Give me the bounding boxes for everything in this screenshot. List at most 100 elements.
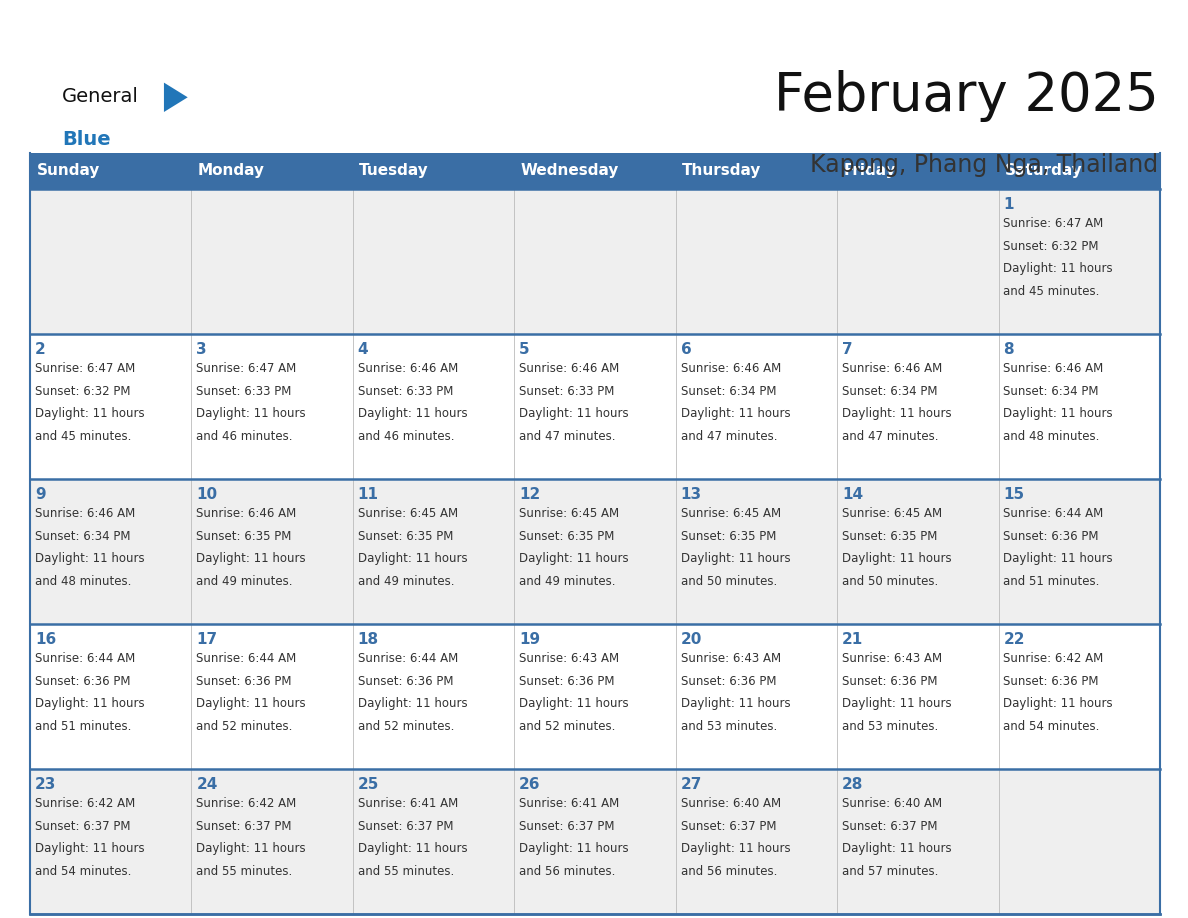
Text: Sunrise: 6:40 AM: Sunrise: 6:40 AM — [842, 797, 942, 811]
Text: and 48 minutes.: and 48 minutes. — [34, 575, 131, 588]
Text: Sunrise: 6:44 AM: Sunrise: 6:44 AM — [1004, 508, 1104, 521]
Text: Sunset: 6:34 PM: Sunset: 6:34 PM — [1004, 385, 1099, 397]
Text: Sunrise: 6:46 AM: Sunrise: 6:46 AM — [519, 363, 619, 375]
Text: Sunrise: 6:43 AM: Sunrise: 6:43 AM — [842, 653, 942, 666]
Text: Sunset: 6:35 PM: Sunset: 6:35 PM — [358, 530, 453, 543]
Text: Sunset: 6:37 PM: Sunset: 6:37 PM — [681, 820, 776, 833]
Text: Daylight: 11 hours: Daylight: 11 hours — [34, 842, 145, 856]
Text: 21: 21 — [842, 632, 864, 647]
Text: and 45 minutes.: and 45 minutes. — [1004, 285, 1100, 297]
Text: Sunset: 6:34 PM: Sunset: 6:34 PM — [681, 385, 776, 397]
Text: 23: 23 — [34, 777, 56, 792]
Text: Sunset: 6:37 PM: Sunset: 6:37 PM — [358, 820, 453, 833]
Text: Sunrise: 6:44 AM: Sunrise: 6:44 AM — [196, 653, 297, 666]
Text: Daylight: 11 hours: Daylight: 11 hours — [34, 408, 145, 420]
Text: 1: 1 — [1004, 197, 1013, 212]
Text: Daylight: 11 hours: Daylight: 11 hours — [681, 698, 790, 711]
Text: and 54 minutes.: and 54 minutes. — [34, 865, 131, 878]
Text: 18: 18 — [358, 632, 379, 647]
Text: Daylight: 11 hours: Daylight: 11 hours — [34, 698, 145, 711]
Text: Sunset: 6:35 PM: Sunset: 6:35 PM — [842, 530, 937, 543]
Text: Sunset: 6:37 PM: Sunset: 6:37 PM — [196, 820, 292, 833]
Text: Sunset: 6:36 PM: Sunset: 6:36 PM — [34, 675, 131, 688]
Text: 26: 26 — [519, 777, 541, 792]
Text: Sunrise: 6:45 AM: Sunrise: 6:45 AM — [681, 508, 781, 521]
Text: 16: 16 — [34, 632, 56, 647]
Text: February 2025: February 2025 — [773, 71, 1158, 122]
Text: Daylight: 11 hours: Daylight: 11 hours — [681, 408, 790, 420]
Text: Daylight: 11 hours: Daylight: 11 hours — [842, 408, 952, 420]
Text: and 47 minutes.: and 47 minutes. — [842, 430, 939, 442]
Text: Sunset: 6:36 PM: Sunset: 6:36 PM — [1004, 675, 1099, 688]
Text: and 57 minutes.: and 57 minutes. — [842, 865, 939, 878]
Text: Daylight: 11 hours: Daylight: 11 hours — [681, 553, 790, 565]
Text: Sunrise: 6:47 AM: Sunrise: 6:47 AM — [196, 363, 297, 375]
Text: Sunrise: 6:45 AM: Sunrise: 6:45 AM — [519, 508, 619, 521]
Text: Sunset: 6:37 PM: Sunset: 6:37 PM — [519, 820, 614, 833]
Text: Saturday: Saturday — [1005, 163, 1082, 178]
Text: 15: 15 — [1004, 487, 1024, 502]
Text: 2: 2 — [34, 342, 45, 357]
Text: Friday: Friday — [843, 163, 896, 178]
Text: 7: 7 — [842, 342, 853, 357]
Text: Daylight: 11 hours: Daylight: 11 hours — [358, 408, 467, 420]
Text: and 46 minutes.: and 46 minutes. — [358, 430, 454, 442]
Text: Sunset: 6:36 PM: Sunset: 6:36 PM — [1004, 530, 1099, 543]
Text: 12: 12 — [519, 487, 541, 502]
Text: Sunrise: 6:45 AM: Sunrise: 6:45 AM — [842, 508, 942, 521]
Text: Sunset: 6:36 PM: Sunset: 6:36 PM — [196, 675, 292, 688]
Text: Daylight: 11 hours: Daylight: 11 hours — [1004, 263, 1113, 275]
Text: Sunday: Sunday — [37, 163, 100, 178]
Text: Sunrise: 6:40 AM: Sunrise: 6:40 AM — [681, 797, 781, 811]
Text: Sunrise: 6:46 AM: Sunrise: 6:46 AM — [196, 508, 297, 521]
Text: and 55 minutes.: and 55 minutes. — [196, 865, 292, 878]
Text: and 46 minutes.: and 46 minutes. — [196, 430, 292, 442]
Text: Daylight: 11 hours: Daylight: 11 hours — [358, 553, 467, 565]
Text: Daylight: 11 hours: Daylight: 11 hours — [519, 408, 628, 420]
Text: Daylight: 11 hours: Daylight: 11 hours — [358, 698, 467, 711]
Text: Daylight: 11 hours: Daylight: 11 hours — [842, 553, 952, 565]
Text: and 49 minutes.: and 49 minutes. — [519, 575, 615, 588]
Text: and 50 minutes.: and 50 minutes. — [842, 575, 939, 588]
Text: and 49 minutes.: and 49 minutes. — [196, 575, 292, 588]
Text: Daylight: 11 hours: Daylight: 11 hours — [1004, 698, 1113, 711]
Text: 6: 6 — [681, 342, 691, 357]
Text: Daylight: 11 hours: Daylight: 11 hours — [681, 842, 790, 856]
Text: Sunrise: 6:41 AM: Sunrise: 6:41 AM — [358, 797, 457, 811]
Text: 5: 5 — [519, 342, 530, 357]
Text: Daylight: 11 hours: Daylight: 11 hours — [842, 842, 952, 856]
Text: and 49 minutes.: and 49 minutes. — [358, 575, 454, 588]
Text: Sunset: 6:34 PM: Sunset: 6:34 PM — [842, 385, 937, 397]
Text: Monday: Monday — [198, 163, 265, 178]
Text: Sunrise: 6:43 AM: Sunrise: 6:43 AM — [681, 653, 781, 666]
Text: and 53 minutes.: and 53 minutes. — [842, 720, 939, 733]
Text: Daylight: 11 hours: Daylight: 11 hours — [1004, 408, 1113, 420]
Text: and 50 minutes.: and 50 minutes. — [681, 575, 777, 588]
Text: Kapong, Phang Nga, Thailand: Kapong, Phang Nga, Thailand — [810, 153, 1158, 177]
Text: Sunset: 6:36 PM: Sunset: 6:36 PM — [358, 675, 453, 688]
Text: and 52 minutes.: and 52 minutes. — [519, 720, 615, 733]
Text: and 56 minutes.: and 56 minutes. — [519, 865, 615, 878]
Text: 20: 20 — [681, 632, 702, 647]
Text: Sunset: 6:35 PM: Sunset: 6:35 PM — [196, 530, 291, 543]
Text: Sunrise: 6:42 AM: Sunrise: 6:42 AM — [34, 797, 135, 811]
Text: Sunset: 6:37 PM: Sunset: 6:37 PM — [34, 820, 131, 833]
Text: Sunset: 6:32 PM: Sunset: 6:32 PM — [34, 385, 131, 397]
Text: General: General — [62, 87, 139, 106]
Text: Sunset: 6:32 PM: Sunset: 6:32 PM — [1004, 240, 1099, 252]
Text: 3: 3 — [196, 342, 207, 357]
Text: and 52 minutes.: and 52 minutes. — [196, 720, 292, 733]
Text: Blue: Blue — [62, 130, 110, 149]
Text: 9: 9 — [34, 487, 45, 502]
Text: Thursday: Thursday — [682, 163, 762, 178]
Text: Sunset: 6:33 PM: Sunset: 6:33 PM — [196, 385, 291, 397]
Text: Sunrise: 6:43 AM: Sunrise: 6:43 AM — [519, 653, 619, 666]
Text: and 54 minutes.: and 54 minutes. — [1004, 720, 1100, 733]
Text: 22: 22 — [1004, 632, 1025, 647]
Text: Sunrise: 6:45 AM: Sunrise: 6:45 AM — [358, 508, 457, 521]
Text: 10: 10 — [196, 487, 217, 502]
Text: Daylight: 11 hours: Daylight: 11 hours — [519, 553, 628, 565]
Text: Sunrise: 6:46 AM: Sunrise: 6:46 AM — [1004, 363, 1104, 375]
Text: Sunrise: 6:47 AM: Sunrise: 6:47 AM — [1004, 218, 1104, 230]
Text: and 53 minutes.: and 53 minutes. — [681, 720, 777, 733]
